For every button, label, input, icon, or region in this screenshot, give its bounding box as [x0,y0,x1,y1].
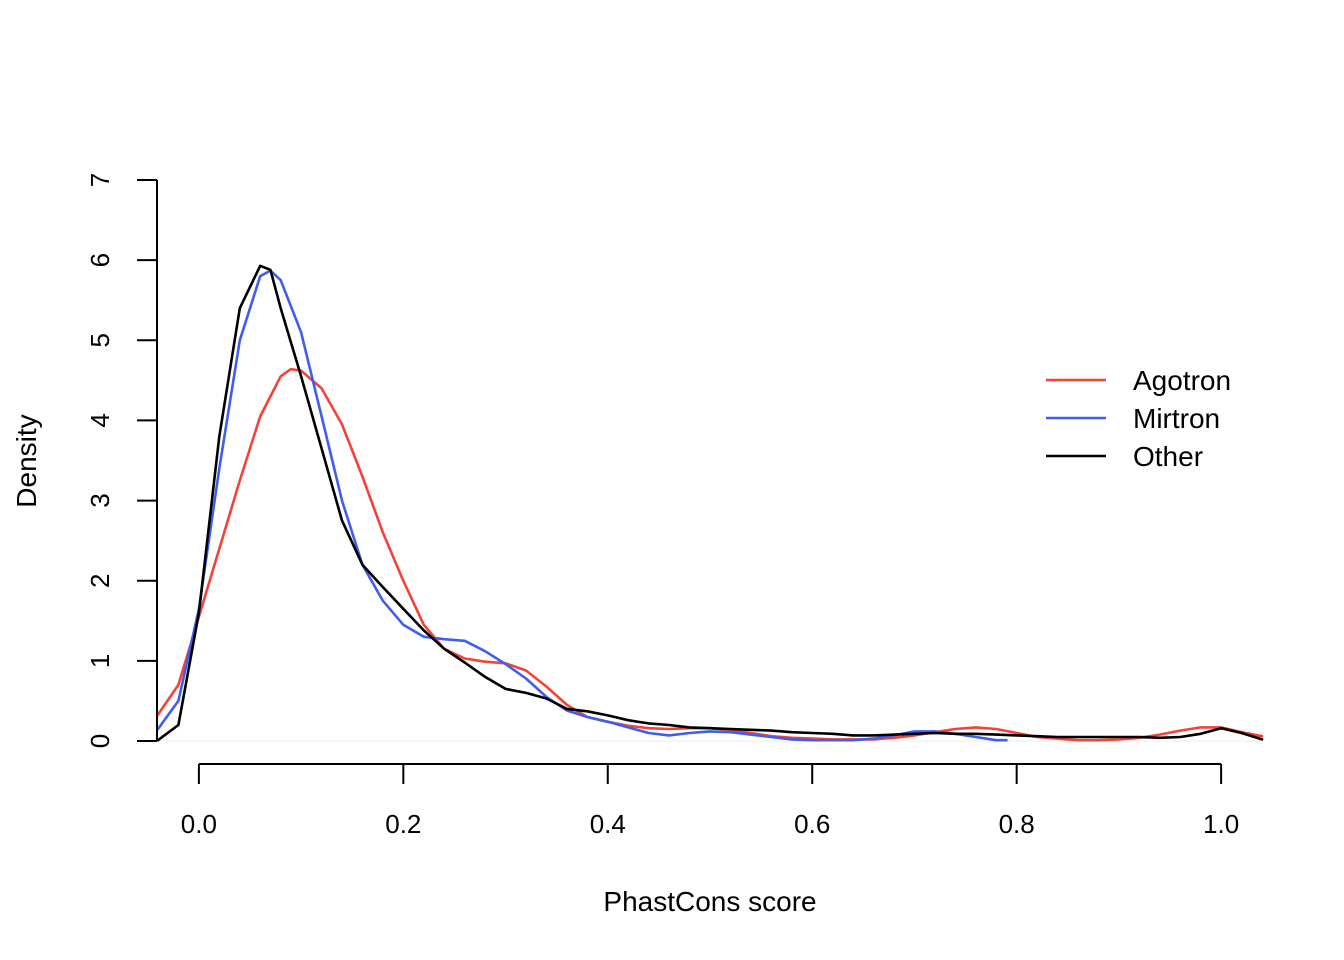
series-line-mirtron [156,269,1008,742]
legend-label-mirtron: Mirtron [1133,403,1220,434]
y-tick-label: 5 [85,333,115,347]
series-lines [156,264,1264,742]
x-tick-label: 0.0 [181,809,217,839]
x-tick-label: 0.4 [590,809,626,839]
y-tick-label: 0 [85,734,115,748]
series-line-other [156,264,1264,742]
x-tick-label: 0.8 [999,809,1035,839]
x-tick-label: 0.6 [794,809,830,839]
y-tick-label: 2 [85,573,115,587]
x-tick-label: 0.2 [385,809,421,839]
legend-label-other: Other [1133,441,1203,472]
y-axis: 0 1 2 3 4 5 6 7 [85,173,158,748]
y-tick-label: 1 [85,654,115,668]
x-tick-label: 1.0 [1203,809,1239,839]
legend-label-agotron: Agotron [1133,365,1231,396]
x-axis-title: PhastCons score [603,886,816,917]
y-tick-label: 7 [85,173,115,187]
x-axis: 0.0 0.2 0.4 0.6 0.8 1.0 [181,763,1239,839]
y-tick-label: 6 [85,253,115,267]
y-tick-label: 4 [85,413,115,427]
legend: Agotron Mirtron Other [1046,365,1231,472]
y-axis-title: Density [11,414,42,507]
y-tick-label: 3 [85,493,115,507]
